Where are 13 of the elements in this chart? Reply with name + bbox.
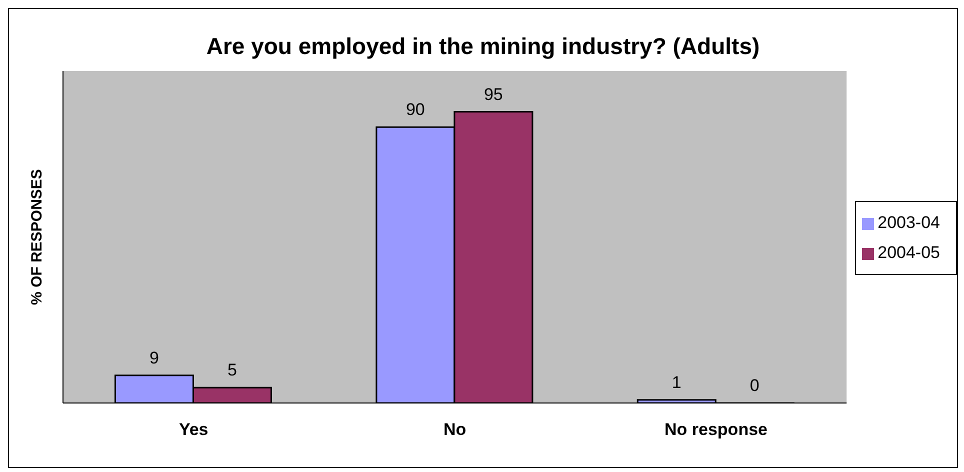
data-label: 1 <box>672 372 682 392</box>
x-tick-label: No <box>443 420 466 440</box>
chart-title: Are you employed in the mining industry? (Adults) <box>205 33 761 60</box>
legend-label: 2004-05 <box>878 243 940 262</box>
legend-label: 2003-04 <box>878 213 940 232</box>
data-label: 5 <box>228 360 237 380</box>
data-label: 0 <box>750 376 760 395</box>
y-axis-title: % OF RESPONSES <box>28 169 46 305</box>
data-label: 90 <box>406 100 425 120</box>
x-tick-label: No response <box>664 420 768 440</box>
data-label: 95 <box>484 84 503 104</box>
data-label: 9 <box>150 348 159 368</box>
x-tick-label: Yes <box>178 420 208 440</box>
